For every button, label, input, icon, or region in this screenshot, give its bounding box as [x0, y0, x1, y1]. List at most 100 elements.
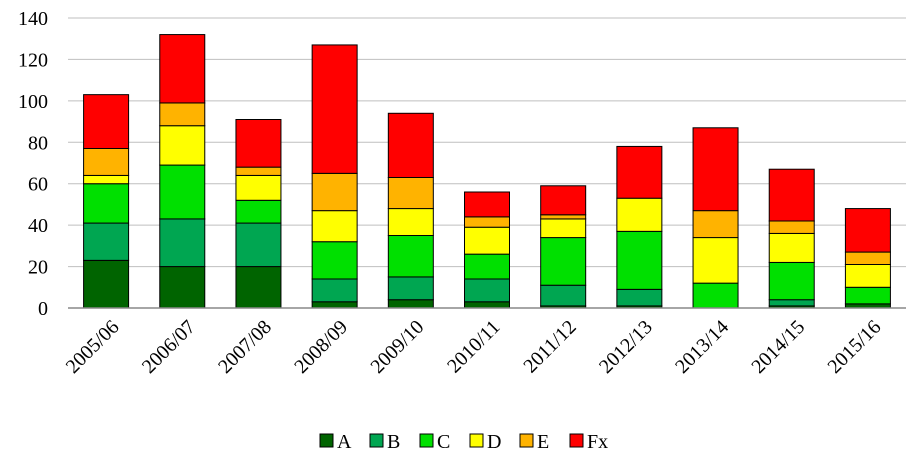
legend-swatch [569, 433, 584, 448]
legend-swatch [469, 433, 484, 448]
bar-segment-c [692, 282, 739, 309]
bar-segment-c [768, 261, 815, 301]
bar-segment-a [387, 299, 434, 309]
legend-item-fx: Fx [569, 431, 608, 453]
bar-segment-fx [692, 127, 739, 212]
bar-stack-2015-16 [844, 208, 891, 309]
bar-segment-d [387, 208, 434, 236]
bar-segment-e [692, 210, 739, 239]
bar-segment-e [235, 166, 282, 176]
bar-segment-e [768, 220, 815, 234]
legend-label: A [337, 431, 352, 453]
bar-segment-b [768, 299, 815, 307]
bar-segment-a [83, 259, 130, 309]
bar-segment-d [83, 174, 130, 185]
bar-stack-2008-09 [311, 44, 358, 309]
y-axis-ticks: 0 20 40 60 80 100 120 140 [18, 8, 48, 320]
legend-item-b: B [369, 431, 400, 453]
legend-item-c: C [419, 431, 450, 453]
bar-segment-c [616, 230, 663, 290]
bar-segment-e [844, 251, 891, 265]
legend-swatch [369, 433, 384, 448]
bar-segment-e [83, 148, 130, 176]
bar-segment-fx [311, 44, 358, 174]
bar-segment-fx [616, 145, 663, 199]
bar-segment-fx [83, 94, 130, 150]
legend-item-a: A [319, 431, 352, 453]
bar-segment-c [387, 235, 434, 278]
x-tick-label: 2015/16 [824, 316, 886, 378]
legend-label: B [387, 431, 400, 453]
bar-segment-b [311, 278, 358, 303]
legend-item-e: E [519, 431, 549, 453]
bar-segment-c [311, 241, 358, 280]
bar-segment-e [159, 102, 206, 127]
bar-segment-d [311, 210, 358, 243]
bar-stack-2010-11 [464, 191, 510, 309]
bar-segment-a [311, 301, 358, 309]
x-tick-label: 2008/09 [290, 316, 352, 378]
bar-segment-fx [464, 191, 510, 218]
gridlines [68, 17, 906, 268]
bar-segment-fx [844, 208, 891, 253]
bar-segment-c [540, 237, 587, 286]
bar-segment-e [464, 216, 510, 228]
bar-segment-c [159, 164, 206, 220]
bar-stack-2012-13 [616, 145, 663, 309]
y-tick-label: 140 [18, 8, 48, 30]
bar-segment-b [387, 276, 434, 301]
bar-segment-d [464, 226, 510, 255]
x-tick-label: 2005/06 [62, 316, 124, 378]
bar-stack-2014-15 [768, 168, 815, 309]
legend-label: E [537, 431, 549, 453]
x-tick-label: 2006/07 [138, 316, 200, 378]
x-tick-label: 2007/08 [214, 316, 276, 378]
bar-stack-2006-07 [159, 34, 206, 309]
bar-segment-b [235, 222, 282, 268]
bar-segment-fx [768, 168, 815, 222]
x-tick-label: 2011/12 [519, 316, 580, 377]
bar-stack-2013-14 [692, 127, 739, 309]
y-tick-label: 80 [28, 132, 48, 154]
bar-segment-d [844, 264, 891, 288]
bar-segment-c [235, 199, 282, 224]
legend-item-d: D [469, 431, 501, 453]
legend-swatch [419, 433, 434, 448]
x-tick-label: 2009/10 [366, 316, 428, 378]
y-tick-label: 0 [38, 298, 48, 320]
bar-segment-d [159, 125, 206, 166]
y-tick-label: 120 [18, 49, 48, 71]
y-tick-label: 40 [28, 215, 48, 237]
bar-segment-d [692, 237, 739, 284]
legend-swatch [319, 433, 334, 448]
bar-segment-e [540, 214, 587, 220]
x-tick-label: 2013/14 [671, 316, 733, 378]
bar-segment-d [540, 218, 587, 239]
bar-segment-a [159, 266, 206, 309]
bar-segment-fx [540, 185, 587, 216]
y-tick-label: 100 [18, 91, 48, 113]
bar-stack-2011-12 [540, 185, 587, 309]
legend-label: C [437, 431, 450, 453]
bar-segment-b [83, 222, 130, 261]
y-tick-label: 20 [28, 257, 48, 279]
legend: A B C D E Fx [319, 431, 608, 453]
x-tick-label: 2014/15 [747, 316, 809, 378]
bar-segment-fx [235, 119, 282, 168]
bar-segment-a [235, 266, 282, 309]
bar-segment-b [616, 288, 663, 307]
legend-swatch [519, 433, 534, 448]
legend-label: Fx [587, 431, 608, 453]
bar-stacks [83, 34, 891, 309]
x-axis-ticks: 2005/06 2006/07 2007/08 2008/09 2009/10 2010/… [62, 316, 886, 378]
bar-segment-b [159, 218, 206, 268]
bar-segment-d [768, 232, 815, 263]
bar-segment-b [540, 284, 587, 307]
bar-segment-d [616, 197, 663, 232]
bar-segment-c [464, 253, 510, 280]
legend-label: D [487, 431, 501, 453]
bar-segment-c [83, 183, 130, 224]
bar-segment-e [311, 172, 358, 212]
